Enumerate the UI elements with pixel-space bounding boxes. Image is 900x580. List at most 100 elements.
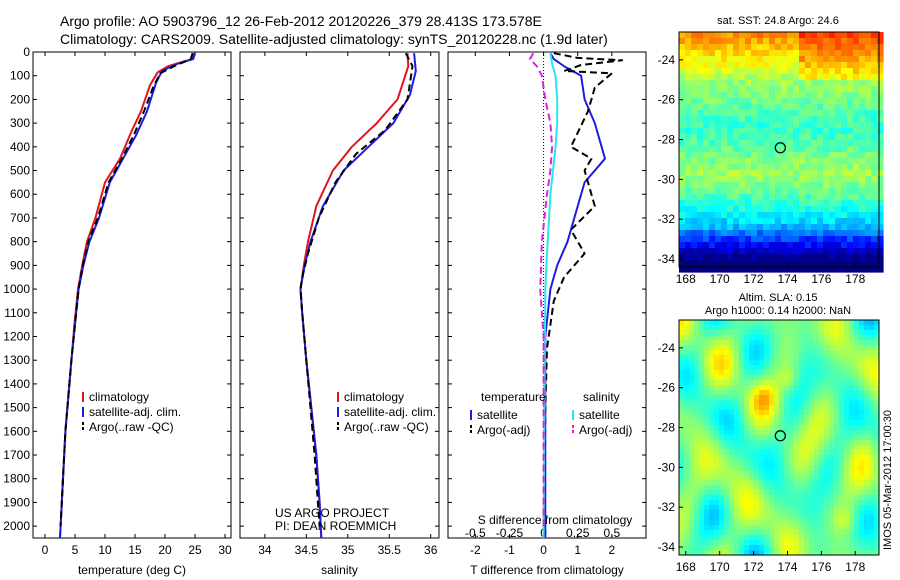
depth-tick-label: 1400 <box>3 377 30 391</box>
sst-map-lat-label: -30 <box>658 172 676 186</box>
sla-map-lat-label: -30 <box>658 460 676 474</box>
depth-tick-label: 1500 <box>3 401 30 415</box>
salinity-xtick-label: 35.5 <box>378 543 402 557</box>
depth-tick-label: 1600 <box>3 424 30 438</box>
temperature-legend-label: Argo(..raw -QC) <box>89 420 174 434</box>
depth-tick-label: 1700 <box>3 448 30 462</box>
difference-legend-label: satellite <box>477 408 518 422</box>
depth-tick-label: 1800 <box>3 472 30 486</box>
legend-head-temperature: temperature <box>481 390 546 404</box>
salinity-diff-tick-label: -0.25 <box>496 526 524 540</box>
temperature-panel: 0 5 10 15 20 25 300100200300400500600700800900… <box>3 45 232 577</box>
sst-map-lat-label: -34 <box>658 252 676 266</box>
difference-xtick-label: 1 <box>574 543 581 557</box>
sla-map-title-2: Argo h1000: 0.14 h2000: NaN <box>705 305 851 317</box>
sla-map-lon-label: 176 <box>811 560 831 574</box>
legend-head-salinity: salinity <box>583 390 620 404</box>
temperature-xtick-label: 0 <box>42 543 49 557</box>
salinity-frame <box>239 51 440 539</box>
sla-map-lon-label: 170 <box>710 560 730 574</box>
temperature-frame <box>32 51 232 539</box>
header-line-1: Argo profile: AO 5903796_12 26-Feb-2012 … <box>60 13 542 29</box>
temperature-xtick-label: 20 <box>158 543 172 557</box>
header-line-2: Climatology: CARS2009. Satellite-adjuste… <box>60 31 608 47</box>
salinity-diff-tick-label: 0.5 <box>604 526 621 540</box>
salinity-legend-label: satellite-adj. clim. <box>344 405 436 419</box>
salinity-xtick-label: 35 <box>341 543 355 557</box>
depth-tick-label: 500 <box>10 164 30 178</box>
temperature-legend-label: climatology <box>89 390 149 404</box>
salinity-xtick-label: 36 <box>424 543 438 557</box>
sst-map-lon-label: 170 <box>710 272 730 286</box>
salinity-panel: 34 34.5 35 35.5 36 salinity climatologysatelli… <box>239 51 440 577</box>
depth-tick-label: 1300 <box>3 353 30 367</box>
salinity-xtick-label: 34 <box>258 543 272 557</box>
sst-map: 168 170 172 174 176 178 -24 -26 -28 -30 -32 -34 <box>658 31 884 286</box>
depth-tick-label: 900 <box>10 258 30 272</box>
sla-map-lon-label: 172 <box>744 560 764 574</box>
difference-panel: -2 -1 0 1 2 T difference from climatology S di… <box>447 51 647 577</box>
series-line-s-satellite <box>542 53 559 539</box>
depth-tick-label: 700 <box>10 211 30 225</box>
depth-tick-label: 1200 <box>3 329 30 343</box>
depth-tick-label: 300 <box>10 116 30 130</box>
difference-legend-label: Argo(-adj) <box>477 423 530 437</box>
temperature-xtick-label: 30 <box>218 543 232 557</box>
sst-map-lat-label: -28 <box>658 133 676 147</box>
salinity-xtick-label: 34.5 <box>295 543 319 557</box>
depth-tick-label: 1000 <box>3 282 30 296</box>
difference-legend-label: Argo(-adj) <box>579 423 632 437</box>
difference-xtick-label: 0 <box>540 543 547 557</box>
depth-tick-label: 600 <box>10 187 30 201</box>
sst-map-frame <box>678 31 880 268</box>
sst-map-lon-label: 174 <box>777 272 797 286</box>
salinity-legend-label: Argo(..raw -QC) <box>344 420 429 434</box>
credit-line-1: US ARGO PROJECT <box>275 506 390 520</box>
series-line-t-argo-adj- <box>542 52 624 527</box>
difference-xtick-label: -2 <box>470 543 481 557</box>
temperature-xtick-label: 5 <box>72 543 79 557</box>
sst-map-field <box>679 32 884 273</box>
sla-map: 168 170 172 174 176 178 -24 -26 -28 -30 -32 -34 <box>658 319 880 574</box>
depth-tick-label: 100 <box>10 69 30 83</box>
salinity-xlabel: salinity <box>321 563 358 577</box>
sla-map-lon-label: 168 <box>676 560 696 574</box>
sst-map-lat-label: -24 <box>658 53 676 67</box>
sst-map-lon-label: 176 <box>811 272 831 286</box>
difference-xlabel: T difference from climatology <box>470 563 624 577</box>
sst-map-lon-label: 172 <box>744 272 764 286</box>
credit-line-2: PI: DEAN ROEMMICH <box>275 519 396 533</box>
sla-map-lon-label: 174 <box>777 560 797 574</box>
sst-map-lon-label: 178 <box>845 272 865 286</box>
depth-tick-label: 400 <box>10 140 30 154</box>
temperature-xtick-label: 10 <box>98 543 112 557</box>
temperature-xlabel: temperature (deg C) <box>78 563 186 577</box>
depth-tick-label: 0 <box>23 45 30 59</box>
sla-map-field <box>679 320 880 556</box>
temperature-legend-label: satellite-adj. clim. <box>89 405 181 419</box>
sla-map-title-1: Altim. SLA: 0.15 <box>739 292 818 304</box>
difference-xtick-label: -1 <box>504 543 515 557</box>
sla-map-lon-label: 178 <box>845 560 865 574</box>
sla-map-lat-label: -24 <box>658 341 676 355</box>
sst-map-lat-label: -32 <box>658 212 676 226</box>
difference-xlabel-top: S difference from climatology <box>478 513 633 527</box>
sla-map-argo-position-marker <box>774 430 786 442</box>
sla-map-lat-label: -28 <box>658 421 676 435</box>
temperature-xtick-label: 25 <box>188 543 202 557</box>
salinity-diff-tick-label: -0.5 <box>465 526 486 540</box>
difference-legend-label: satellite <box>579 408 620 422</box>
sla-map-lat-label: -26 <box>658 381 676 395</box>
imos-timestamp: IMOS 05-Mar-2012 17:00:30 <box>882 410 894 550</box>
sst-map-lat-label: -26 <box>658 93 676 107</box>
sst-map-argo-position-marker <box>774 142 786 154</box>
salinity-legend-label: climatology <box>344 390 404 404</box>
sst-map-title: sat. SST: 24.8 Argo: 24.6 <box>717 15 839 27</box>
series-line-argo-raw-qc- <box>59 52 194 527</box>
sst-map-lon-label: 168 <box>676 272 696 286</box>
temperature-xtick-label: 15 <box>128 543 142 557</box>
series-line-s-argo-adj- <box>528 52 554 527</box>
difference-frame <box>447 51 647 539</box>
depth-tick-label: 800 <box>10 235 30 249</box>
